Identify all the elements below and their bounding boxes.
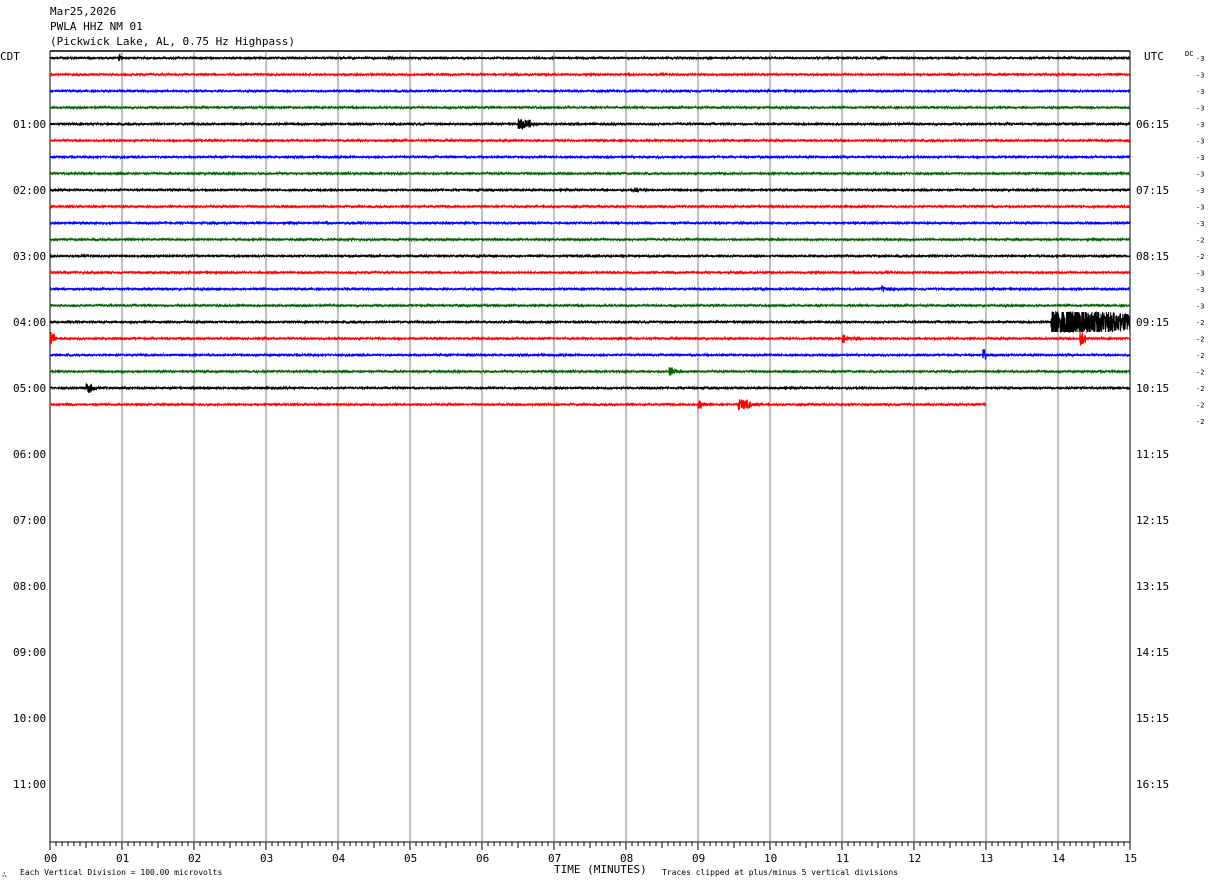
cdt-hour-label: 04:00 — [13, 316, 46, 329]
dc-offset-label: -3 — [1196, 204, 1204, 212]
seismic-trace — [49, 310, 1131, 334]
utc-hour-label: 07:15 — [1136, 184, 1169, 197]
dc-offset-label: -3 — [1196, 187, 1204, 195]
x-tick-label: 05 — [404, 852, 417, 865]
seismic-trace — [49, 348, 1131, 360]
dc-offset-label: -3 — [1196, 154, 1204, 162]
dc-offset-label: -2 — [1196, 319, 1204, 327]
x-tick-label: 09 — [692, 852, 705, 865]
utc-hour-label: 08:15 — [1136, 250, 1169, 263]
seismic-trace — [49, 154, 1131, 160]
dc-offset-label: -2 — [1196, 402, 1204, 410]
seismic-trace — [49, 302, 1131, 309]
x-tick-label: 10 — [764, 852, 777, 865]
seismic-trace — [49, 331, 1131, 347]
cdt-label: CDT — [0, 50, 20, 63]
x-tick-label: 12 — [908, 852, 921, 865]
utc-hour-label: 16:15 — [1136, 778, 1169, 791]
utc-label: UTC — [1144, 50, 1164, 63]
cdt-hour-label: 09:00 — [13, 646, 46, 659]
dc-offset-label: -3 — [1196, 286, 1204, 294]
seismic-trace — [49, 88, 1131, 94]
utc-hour-label: 09:15 — [1136, 316, 1169, 329]
seismic-trace — [49, 186, 1131, 194]
cdt-hour-label: 08:00 — [13, 580, 46, 593]
dc-offset-label: -2 — [1196, 253, 1204, 261]
seismic-trace — [49, 399, 987, 411]
dc-offset-label: -3 — [1196, 303, 1204, 311]
x-tick-label: 04 — [332, 852, 346, 865]
utc-hour-label: 12:15 — [1136, 514, 1169, 527]
utc-hour-label: 13:15 — [1136, 580, 1169, 593]
dc-offset-label: -2 — [1196, 369, 1204, 377]
dc-offset-label: -3 — [1196, 138, 1204, 146]
dc-label: DC — [1185, 50, 1193, 58]
station-location: (Pickwick Lake, AL, 0.75 Hz Highpass) — [50, 35, 296, 48]
x-tick-label: 14 — [1052, 852, 1066, 865]
seismic-trace — [49, 137, 1131, 144]
dc-offset-label: -3 — [1196, 220, 1204, 228]
utc-hour-label: 14:15 — [1136, 646, 1169, 659]
x-axis-title: TIME (MINUTES) — [554, 863, 647, 876]
utc-hour-label: 06:15 — [1136, 118, 1169, 131]
cdt-hour-label: 10:00 — [13, 712, 46, 725]
seismic-trace — [49, 367, 1131, 376]
cdt-hour-label: 07:00 — [13, 514, 46, 527]
dc-offset-label: -2 — [1196, 418, 1204, 426]
dc-offset-label: -3 — [1196, 270, 1204, 278]
seismic-trace — [49, 118, 1131, 130]
seismic-trace — [49, 285, 1131, 293]
dc-offset-label: -2 — [1196, 352, 1204, 360]
x-tick-label: 00 — [44, 852, 57, 865]
seismic-trace — [49, 203, 1131, 210]
cdt-hour-label: 06:00 — [13, 448, 46, 461]
dc-offset-label: -3 — [1196, 171, 1204, 179]
dc-offset-label: -3 — [1196, 55, 1204, 63]
cdt-hour-label: 01:00 — [13, 118, 46, 131]
x-tick-label: 01 — [116, 852, 129, 865]
dc-offset-label: -3 — [1196, 72, 1204, 80]
x-tick-label: 13 — [980, 852, 993, 865]
dc-offset-label: -2 — [1196, 237, 1204, 245]
x-tick-label: 03 — [260, 852, 273, 865]
clipping-note: Traces clipped at plus/minus 5 vertical … — [662, 868, 898, 877]
seismic-trace — [49, 104, 1131, 111]
x-tick-label: 06 — [476, 852, 489, 865]
corner-mark-icon: ∴ — [2, 870, 7, 879]
seismic-trace — [49, 269, 1131, 276]
cdt-hour-label: 11:00 — [13, 778, 46, 791]
seismic-trace — [49, 71, 1131, 78]
x-tick-label: 02 — [188, 852, 201, 865]
dc-offset-label: -3 — [1196, 88, 1204, 96]
cdt-hour-label: 05:00 — [13, 382, 46, 395]
utc-hour-label: 11:15 — [1136, 448, 1169, 461]
station-code: PWLA HHZ NM 01 — [50, 20, 143, 33]
vertical-division-note: Each Vertical Division = 100.00 microvol… — [20, 868, 222, 877]
dc-offset-label: -2 — [1196, 385, 1204, 393]
plot-date: Mar25,2026 — [50, 5, 117, 18]
dc-offset-label: -2 — [1196, 336, 1204, 344]
cdt-hour-label: 03:00 — [13, 250, 46, 263]
seismic-trace — [49, 253, 1131, 259]
dc-offset-label: -3 — [1196, 121, 1204, 129]
seismic-trace — [49, 53, 1131, 62]
cdt-hour-label: 02:00 — [13, 184, 46, 197]
x-tick-label: 15 — [1124, 852, 1137, 865]
seismic-trace — [49, 220, 1131, 226]
seismic-trace — [49, 383, 1131, 393]
x-tick-label: 11 — [836, 852, 849, 865]
seismic-trace — [49, 236, 1131, 243]
seismic-trace — [49, 170, 1131, 177]
utc-hour-label: 10:15 — [1136, 382, 1169, 395]
x-tick-label: 08 — [620, 852, 633, 865]
utc-hour-label: 15:15 — [1136, 712, 1169, 725]
x-tick-label: 07 — [548, 852, 561, 865]
dc-offset-label: -3 — [1196, 105, 1204, 113]
